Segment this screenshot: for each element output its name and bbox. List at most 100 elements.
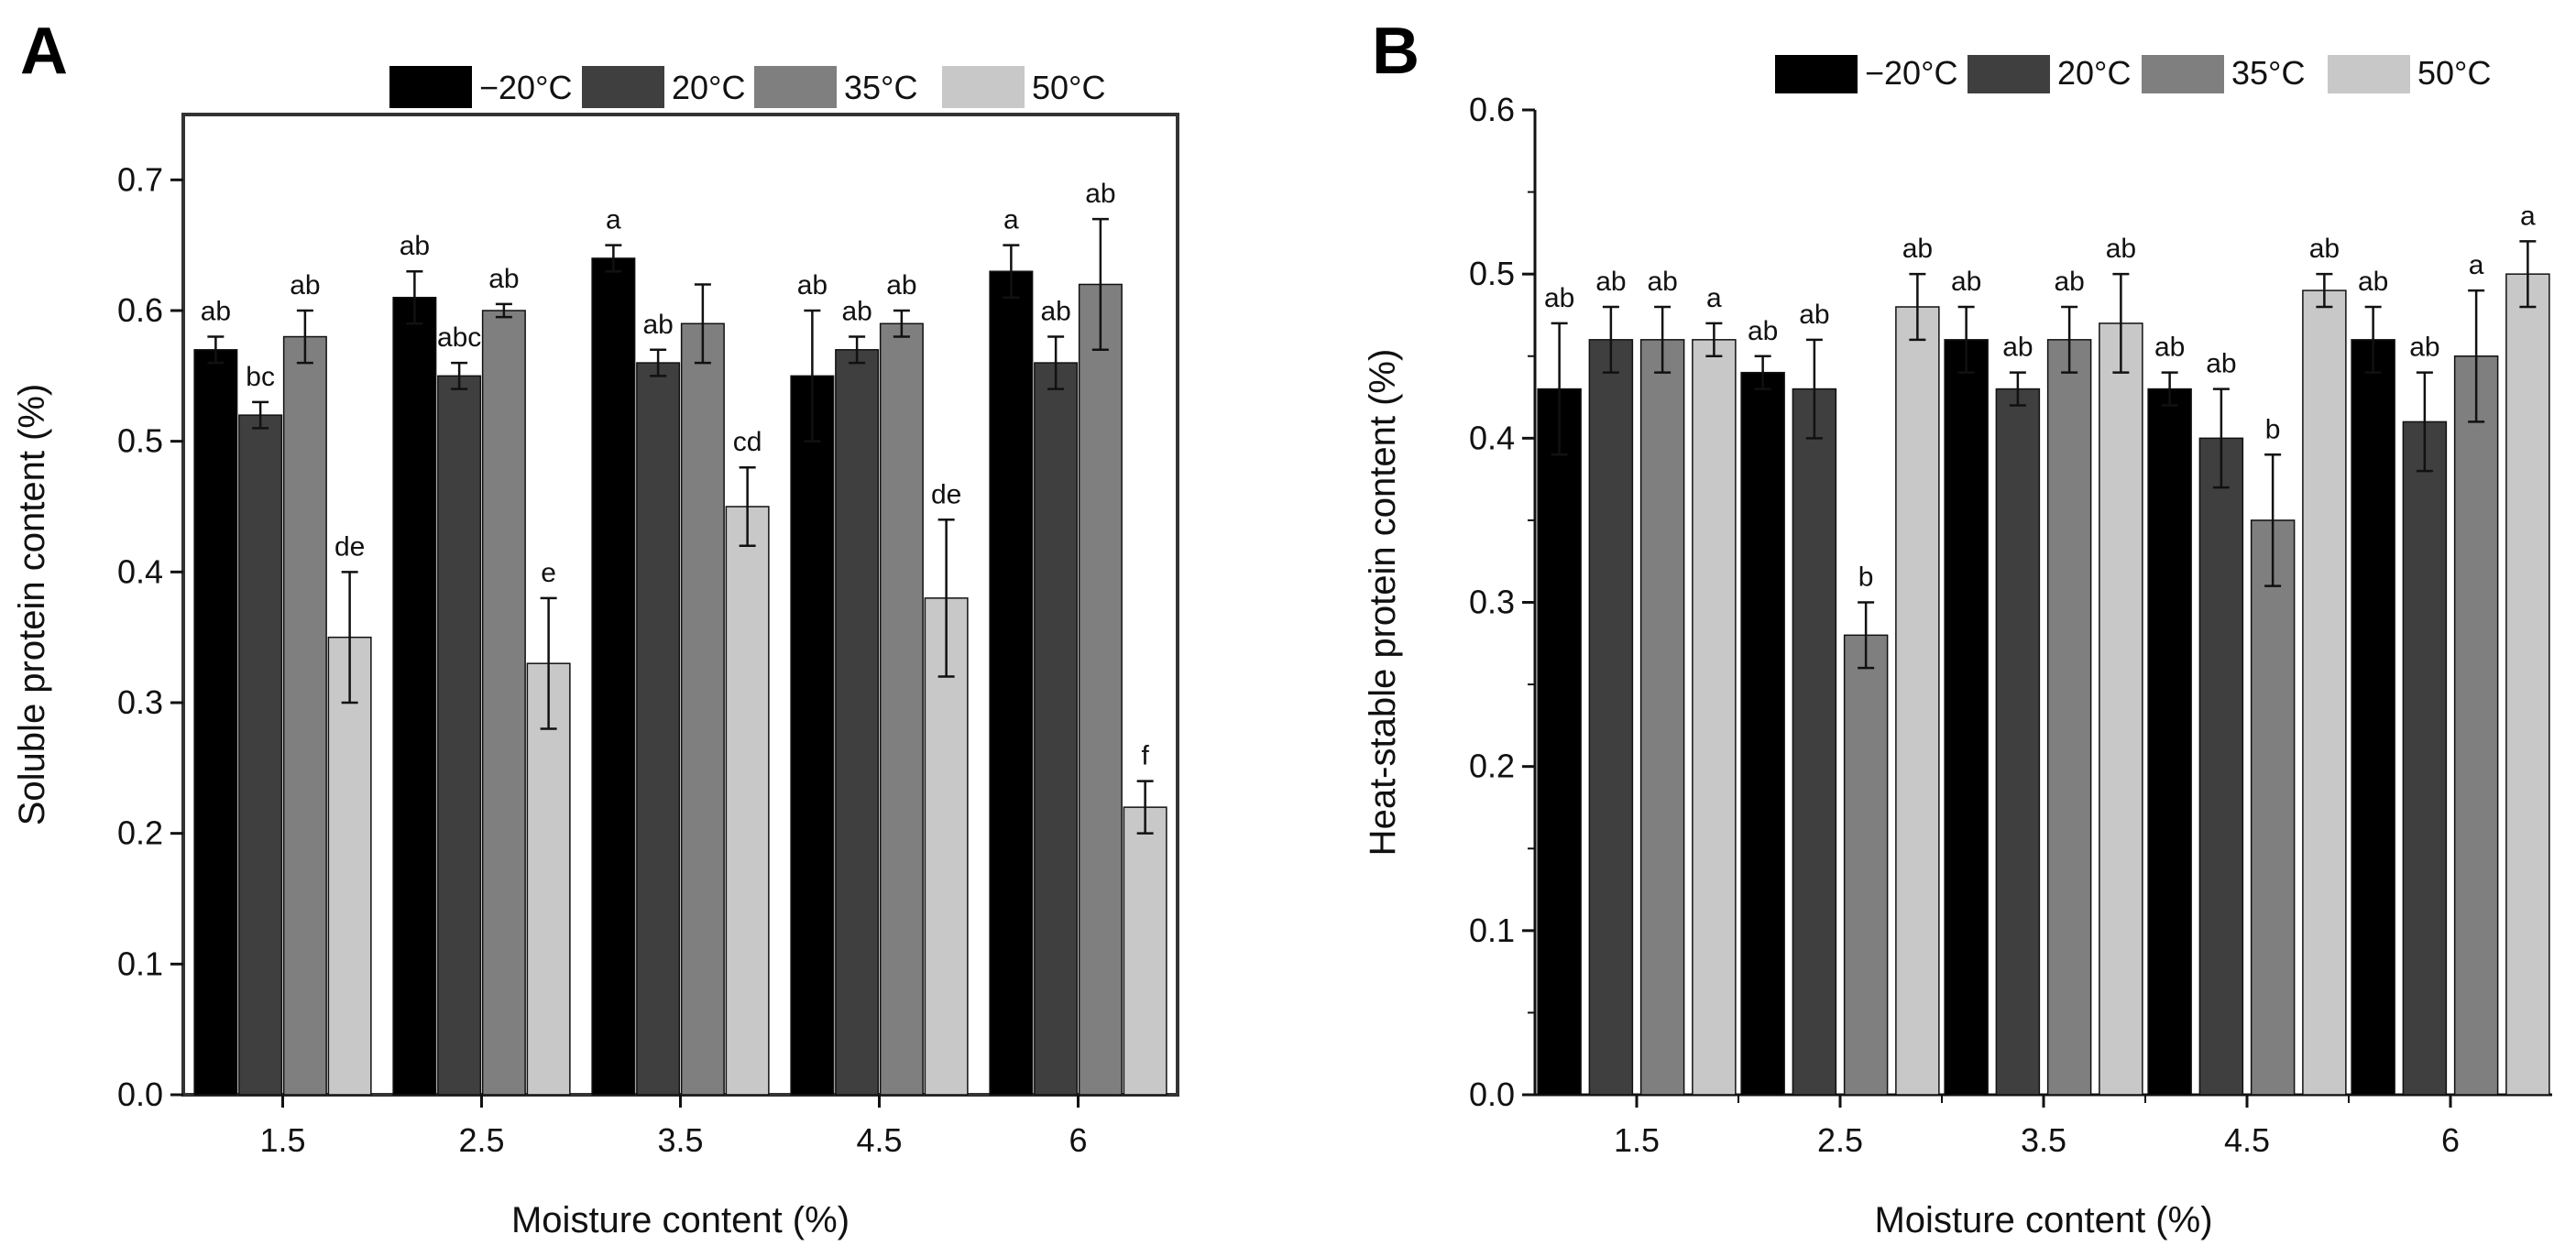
y-tick-label: 0.1 [117, 945, 163, 982]
y-tick-label: 0.7 [117, 160, 163, 198]
significance-label: ab [2206, 349, 2236, 379]
significance-label: a [606, 205, 621, 235]
y-tick-label: 0.3 [1469, 584, 1515, 621]
legend-swatch [2142, 55, 2224, 93]
bar [1537, 388, 1582, 1096]
x-axis-title: Moisture content (%) [1874, 1200, 2212, 1240]
significance-label: ab [797, 270, 828, 300]
significance-label: ab [400, 231, 430, 261]
y-tick-label: 0.2 [117, 814, 163, 852]
legend: −20°C 20°C 35°C 50°C [389, 66, 1105, 108]
bar [1792, 388, 1837, 1096]
bar [1588, 339, 1634, 1096]
y-tick-label: 0.0 [117, 1076, 163, 1113]
y-axis-title: Heat-stable protein content (%) [1363, 349, 1403, 857]
bar [790, 375, 835, 1096]
bar [2046, 339, 2092, 1096]
significance-label: a [2469, 250, 2484, 280]
bar [1843, 634, 1889, 1096]
significance-label: f [1141, 741, 1149, 771]
x-axis-title: Moisture content (%) [511, 1200, 850, 1240]
y-tick-label: 0.0 [1469, 1076, 1515, 1113]
legend-label: 50°C [2417, 54, 2491, 92]
legend-swatch [582, 66, 664, 108]
bar [1078, 283, 1123, 1096]
panel-letter: A [20, 15, 68, 88]
legend-label: 35°C [2231, 54, 2305, 92]
significance-label: de [931, 479, 961, 509]
y-tick-label: 0.2 [1469, 748, 1515, 785]
y-axis-title: Soluble protein content (%) [12, 384, 52, 826]
legend-label: −20°C [1865, 54, 1957, 92]
legend-label: 50°C [1032, 69, 1105, 106]
chart-panel-b: B −20°C 20°C 35°C 50°C 0.0 0.1 0.2 0.3 0.4 0.5 0.6 1… [1363, 15, 2552, 1240]
significance-label: cd [733, 427, 762, 457]
significance-label: ab [1647, 267, 1677, 297]
bar [2351, 339, 2395, 1096]
bar [835, 349, 880, 1096]
bar [2099, 322, 2143, 1096]
y-tick-label: 0.5 [1469, 255, 1515, 292]
legend-swatch [942, 66, 1025, 108]
significance-label: ab [1799, 300, 1829, 330]
legend: −20°C 20°C 35°C 50°C [1775, 54, 2491, 93]
legend-label: 35°C [844, 69, 917, 106]
x-tick-label: 6 [1069, 1121, 1087, 1159]
significance-label: b [1858, 562, 1874, 593]
significance-label: bc [246, 362, 275, 392]
legend-label: 20°C [2057, 54, 2131, 92]
bar [725, 506, 770, 1096]
significance-label: ab [1040, 297, 1070, 327]
y-tick-label: 0.1 [1469, 912, 1515, 949]
significance-label: a [2520, 201, 2536, 231]
x-tick-label: 6 [2441, 1121, 2460, 1159]
significance-label: ab [2002, 333, 2033, 363]
bar [2505, 273, 2550, 1096]
x-tick-label: 1.5 [259, 1121, 305, 1159]
bar [591, 257, 636, 1096]
bar [2250, 519, 2296, 1096]
y-tick-label: 0.6 [117, 291, 163, 329]
bar [1995, 388, 2041, 1096]
significance-label: ab [1902, 234, 1933, 264]
significance-label: ab [1748, 316, 1778, 346]
x-tick-label: 2.5 [1817, 1121, 1863, 1159]
bar [680, 322, 725, 1096]
y-tick-label: 0.4 [117, 552, 163, 590]
bar [392, 296, 437, 1096]
bar [238, 414, 283, 1096]
significance-label: abc [437, 322, 481, 353]
bar [879, 322, 924, 1096]
bar [924, 597, 969, 1096]
bar [526, 662, 571, 1096]
bar [636, 362, 681, 1096]
x-tick-label: 1.5 [1614, 1121, 1660, 1159]
significance-label: a [1003, 205, 1019, 235]
y-tick-label: 0.3 [117, 683, 163, 721]
bar [1944, 339, 1989, 1096]
significance-label: ab [841, 297, 871, 327]
y-tick-label: 0.6 [1469, 91, 1515, 128]
bar [437, 375, 482, 1096]
significance-label: e [541, 558, 556, 588]
y-tick-label: 0.5 [117, 422, 163, 460]
significance-label: ab [2358, 267, 2388, 297]
legend-swatch [1775, 55, 1858, 93]
significance-label: ab [2054, 267, 2084, 297]
significance-label: ab [2106, 234, 2136, 264]
bar [2198, 437, 2244, 1096]
significance-label: ab [1951, 267, 1981, 297]
chart-panel-a: A −20°C 20°C 35°C 50°C 0.0 0.1 0.2 0.3 0.4 0.5 0.6 0… [12, 15, 1179, 1240]
x-tick-label: 3.5 [657, 1121, 703, 1159]
significance-label: ab [2409, 333, 2439, 363]
bar [2147, 388, 2192, 1096]
significance-label: ab [488, 264, 519, 294]
x-tick-label: 3.5 [2021, 1121, 2066, 1159]
bar [282, 335, 327, 1096]
bar [1895, 306, 1940, 1096]
y-tick-label: 0.4 [1469, 419, 1515, 456]
bar [2402, 420, 2448, 1096]
bar [1123, 806, 1167, 1096]
panel-letter: B [1372, 15, 1420, 88]
